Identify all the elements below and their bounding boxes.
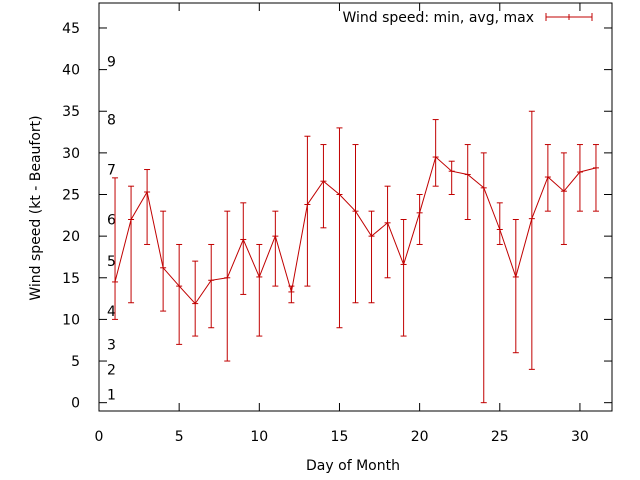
y-tick-label: 45 xyxy=(62,21,80,37)
beaufort-label: 7 xyxy=(107,163,116,179)
y-tick-label: 15 xyxy=(62,271,80,287)
y-tick-label: 25 xyxy=(62,188,80,204)
y-tick-label: 20 xyxy=(62,229,80,245)
y-tick-label: 35 xyxy=(62,104,80,120)
beaufort-label: 1 xyxy=(107,387,116,403)
beaufort-label: 3 xyxy=(107,337,116,353)
y-tick-label: 5 xyxy=(71,354,80,370)
x-tick-label: 10 xyxy=(250,429,268,445)
y-axis-label: Wind speed (kt - Beaufort) xyxy=(28,115,44,300)
x-tick-label: 20 xyxy=(411,429,429,445)
beaufort-label: 6 xyxy=(107,212,116,228)
beaufort-label: 8 xyxy=(107,113,116,129)
x-tick-label: 5 xyxy=(175,429,184,445)
x-tick-label: 15 xyxy=(331,429,349,445)
x-tick-label: 0 xyxy=(95,429,104,445)
x-axis-label: Day of Month xyxy=(306,458,400,474)
legend: Wind speed: min, avg, max xyxy=(342,10,593,26)
error-bars xyxy=(112,110,599,404)
x-tick-label: 30 xyxy=(571,429,589,445)
x-tick-label: 25 xyxy=(491,429,509,445)
x-axis: 0 5 10 15 20 25 30 xyxy=(95,3,589,445)
beaufort-label: 9 xyxy=(107,54,116,70)
beaufort-scale: 1 2 3 4 5 6 7 8 9 xyxy=(107,54,116,403)
beaufort-label: 4 xyxy=(107,304,116,320)
y-tick-label: 30 xyxy=(62,146,80,162)
beaufort-label: 5 xyxy=(107,254,116,270)
beaufort-label: 2 xyxy=(107,362,116,378)
legend-label: Wind speed: min, avg, max xyxy=(342,10,534,26)
series-line-avg xyxy=(114,156,597,305)
y-tick-label: 40 xyxy=(62,63,80,79)
y-tick-label: 0 xyxy=(71,396,80,412)
plot-frame xyxy=(98,2,613,412)
y-tick-label: 10 xyxy=(62,312,80,328)
